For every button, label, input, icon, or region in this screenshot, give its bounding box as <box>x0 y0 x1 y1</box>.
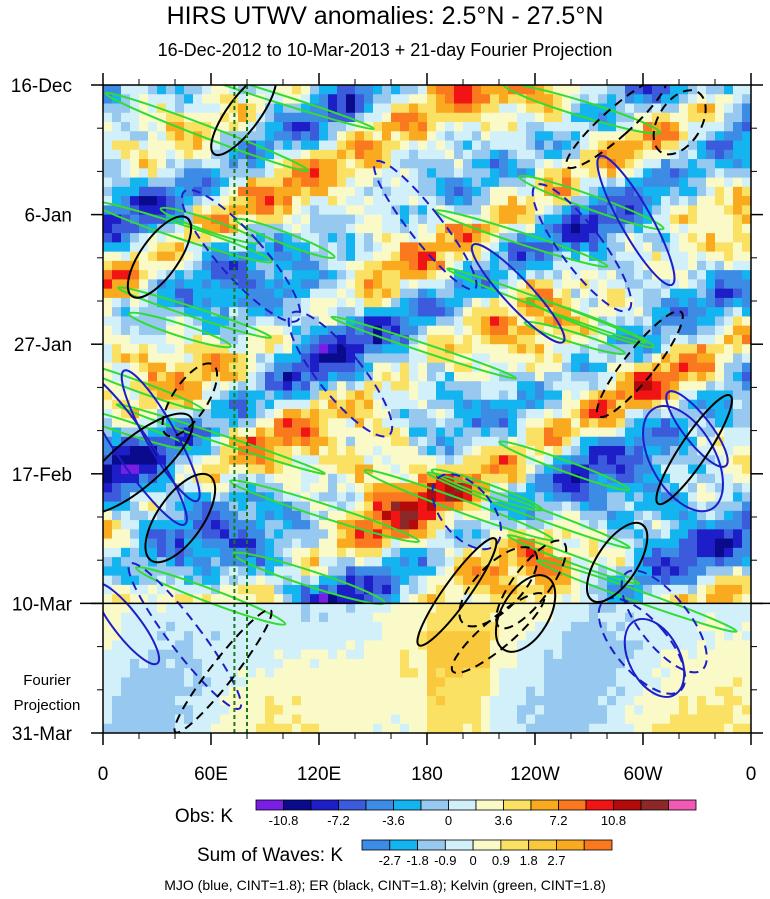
projection-label-line2: Projection <box>14 697 81 714</box>
y-tick-label-5: 31-Mar <box>12 724 73 745</box>
obs-colorbar-swatch-11 <box>558 799 587 811</box>
waves-colorbar-tick-label-5: 1.8 <box>520 853 538 868</box>
waves-colorbar-swatch-4 <box>472 839 502 851</box>
x-tick-label-6: 0 <box>746 764 757 785</box>
waves-colorbar-swatch-2 <box>417 839 446 851</box>
obs-colorbar-swatch-7 <box>448 799 477 811</box>
y-tick-label-0: 16-Dec <box>11 76 72 97</box>
waves-colorbar-swatch-8 <box>583 839 613 851</box>
obs-colorbar-swatch-4 <box>365 799 394 811</box>
waves-colorbar-tick-label-4: 0.9 <box>492 853 510 868</box>
obs-colorbar-swatch-13 <box>613 799 642 811</box>
y-tick-label-1: 6-Jan <box>24 206 72 227</box>
x-tick-label-3: 180 <box>411 764 443 785</box>
obs-colorbar-swatch-1 <box>283 799 312 811</box>
waves-colorbar-tick-label-2: -0.9 <box>434 853 456 868</box>
obs-colorbar-tick-label-2: -3.6 <box>382 813 404 828</box>
obs-colorbar-swatch-10 <box>530 799 559 811</box>
waves-colorbar-tick-label-1: -1.8 <box>406 853 428 868</box>
waves-colorbar-tick-label-0: -2.7 <box>379 853 401 868</box>
obs-colorbar-swatch-12 <box>585 799 614 811</box>
contour-legend: MJO (blue, CINT=1.8); ER (black, CINT=1.… <box>164 877 606 893</box>
obs-colorbar-tick-label-3: 0 <box>445 813 452 828</box>
obs-colorbar-label: Obs: K <box>175 806 233 827</box>
y-tick-label-3: 17-Feb <box>12 465 72 486</box>
obs-colorbar-swatch-14 <box>640 799 669 811</box>
obs-colorbar-swatch-0 <box>255 799 284 811</box>
obs-colorbar-swatch-3 <box>338 799 367 811</box>
y-tick-label-4: 10-Mar <box>12 594 73 615</box>
waves-colorbar-swatch-6 <box>528 839 557 851</box>
x-tick-label-0: 0 <box>98 764 109 785</box>
x-tick-label-5: 60W <box>623 764 662 785</box>
x-tick-label-4: 120W <box>510 764 560 785</box>
obs-colorbar-swatch-6 <box>420 799 449 811</box>
obs-colorbar-swatch-9 <box>503 799 532 811</box>
waves-colorbar-swatch-3 <box>444 839 474 851</box>
x-tick-label-2: 120E <box>297 764 341 785</box>
waves-colorbar-label: Sum of Waves: K <box>197 845 343 866</box>
waves-colorbar-swatch-5 <box>500 839 530 851</box>
obs-colorbar-swatch-5 <box>393 799 422 811</box>
obs-colorbar-swatch-15 <box>668 799 697 811</box>
waves-colorbar-swatch-1 <box>389 839 418 851</box>
obs-colorbar-tick-label-1: -7.2 <box>327 813 349 828</box>
y-tick-label-2: 27-Jan <box>14 335 72 356</box>
obs-colorbar-tick-label-5: 7.2 <box>549 813 567 828</box>
chart-subtitle: 16-Dec-2012 to 10-Mar-2013 + 21-day Four… <box>157 40 613 60</box>
waves-colorbar-swatch-7 <box>556 839 585 851</box>
obs-colorbar-swatch-8 <box>475 799 504 811</box>
x-tick-label-1: 60E <box>194 764 228 785</box>
obs-colorbar-tick-label-6: 10.8 <box>601 813 626 828</box>
obs-colorbar-tick-label-4: 3.6 <box>494 813 512 828</box>
obs-colorbar-swatch-2 <box>310 799 339 811</box>
waves-colorbar-swatch-0 <box>361 839 391 851</box>
waves-colorbar-tick-label-6: 2.7 <box>547 853 565 868</box>
waves-colorbar-tick-label-3: 0 <box>469 853 476 868</box>
chart-title: HIRS UTWV anomalies: 2.5°N - 27.5°N <box>166 2 604 30</box>
projection-label-line1: Fourier <box>23 672 71 689</box>
obs-colorbar-tick-label-0: -10.8 <box>269 813 299 828</box>
